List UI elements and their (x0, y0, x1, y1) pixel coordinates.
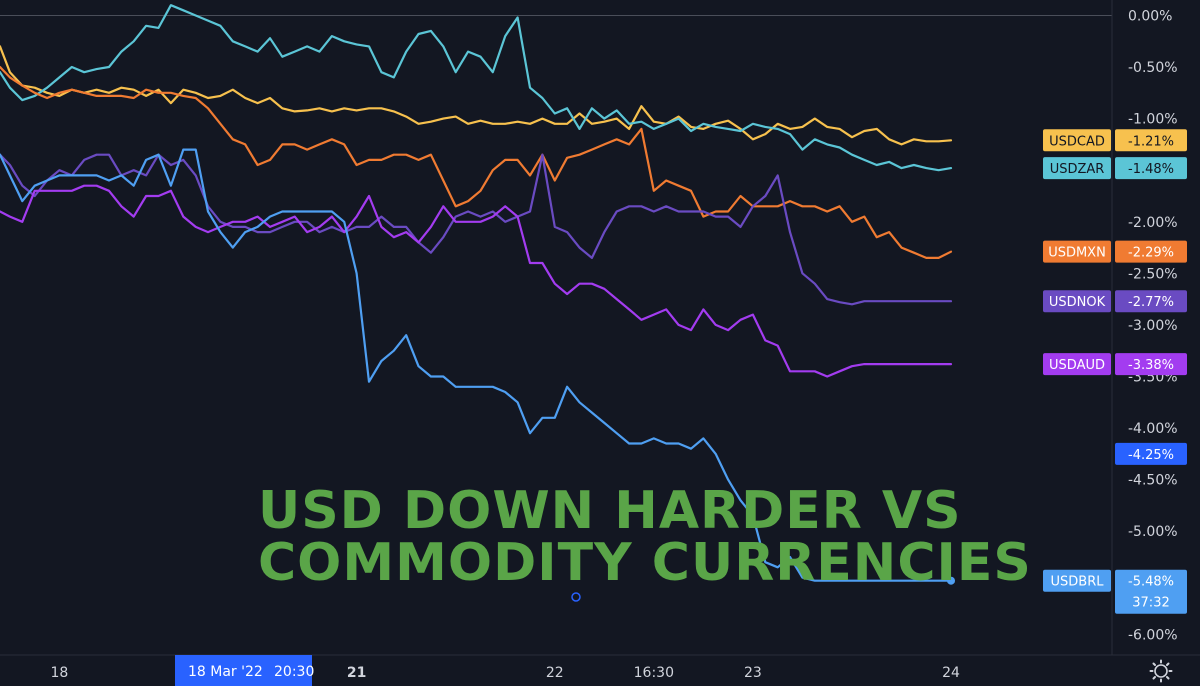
headline-line-1: USD DOWN HARDER VS (258, 481, 962, 541)
crosshair-time-label: 18 Mar '22 20:30 (175, 655, 314, 686)
series-name-label: USDCAD (1049, 134, 1105, 149)
crosshair-time: 20:30 (274, 664, 314, 680)
series-badge-usdzar: USDZAR -1.48% (1043, 157, 1187, 180)
price-axis-tick: -3.00% (1128, 318, 1178, 334)
price-axis-tick: -6.00% (1128, 627, 1178, 643)
price-axis[interactable]: 0.00%-0.50%-1.00%-2.00%-2.50%-3.00%-3.50… (1128, 8, 1178, 643)
headline-line-2: COMMODITY CURRENCIES (258, 533, 1032, 593)
price-badge: -4.25% (1115, 442, 1187, 465)
price-axis-tick: -1.00% (1128, 112, 1178, 128)
time-axis-tick: 16:30 (634, 665, 674, 681)
price-axis-tick: -2.50% (1128, 266, 1178, 282)
series-last-value: -1.48% (1128, 162, 1174, 177)
time-axis[interactable]: 18 21 22 16:30 23 24 (51, 665, 960, 681)
price-axis-tick: -4.50% (1128, 473, 1178, 489)
time-axis-tick: 24 (942, 665, 960, 681)
series-last-value: -3.38% (1128, 358, 1174, 373)
series-badge-usdnok: USDNOK -2.77% (1043, 290, 1187, 313)
series-line-usdzar (0, 4, 953, 172)
time-axis-tick: 21 (347, 665, 366, 681)
series-name-label: USDAUD (1049, 358, 1105, 373)
series-last-value: -1.21% (1128, 134, 1174, 149)
series-last-value: -5.48% (1128, 575, 1174, 590)
series-badge-usdbrl: USDBRL -5.48% 37:32 (1043, 569, 1187, 614)
series-badge-usdcad: USDCAD -1.21% (1043, 129, 1187, 152)
series-name-label: USDZAR (1050, 162, 1105, 177)
series-name-label: USDNOK (1049, 295, 1106, 310)
last-price-dot (947, 576, 956, 585)
gear-icon[interactable] (1149, 659, 1173, 683)
series-line-usdmxn (0, 65, 953, 259)
price-axis-tick: -4.00% (1128, 421, 1178, 437)
time-axis-tick: 22 (546, 665, 564, 681)
price-axis-tick: -2.00% (1128, 215, 1178, 231)
series-name-label: USDBRL (1051, 575, 1105, 590)
time-axis-tick: 23 (744, 665, 762, 681)
series-name-label: USDMXN (1048, 246, 1106, 261)
time-axis-tick: 18 (51, 665, 69, 681)
bar-countdown: 37:32 (1132, 596, 1169, 611)
series-last-value: -2.29% (1128, 246, 1174, 261)
series-line-usdnok (0, 153, 953, 306)
price-axis-badges: USDCAD -1.21% USDZAR -1.48% USDMXN -2.29% USDN… (1043, 129, 1187, 614)
series-line-usdaud (0, 184, 953, 378)
series-badge-usdaud: USDAUD -3.38% (1043, 353, 1187, 376)
crosshair-date: 18 Mar '22 (188, 664, 263, 680)
series-lines (0, 4, 956, 585)
price-badge-value: -4.25% (1128, 448, 1174, 463)
price-axis-tick: -5.00% (1128, 524, 1178, 540)
series-last-value: -2.77% (1128, 295, 1174, 310)
series-line-usdcad (0, 45, 953, 146)
cursor-marker (571, 592, 581, 602)
price-axis-tick: -0.50% (1128, 60, 1178, 76)
price-axis-tick: 0.00% (1128, 8, 1172, 24)
series-badge-usdmxn: USDMXN -2.29% (1043, 240, 1187, 263)
series-line-usdbrl (0, 148, 953, 582)
